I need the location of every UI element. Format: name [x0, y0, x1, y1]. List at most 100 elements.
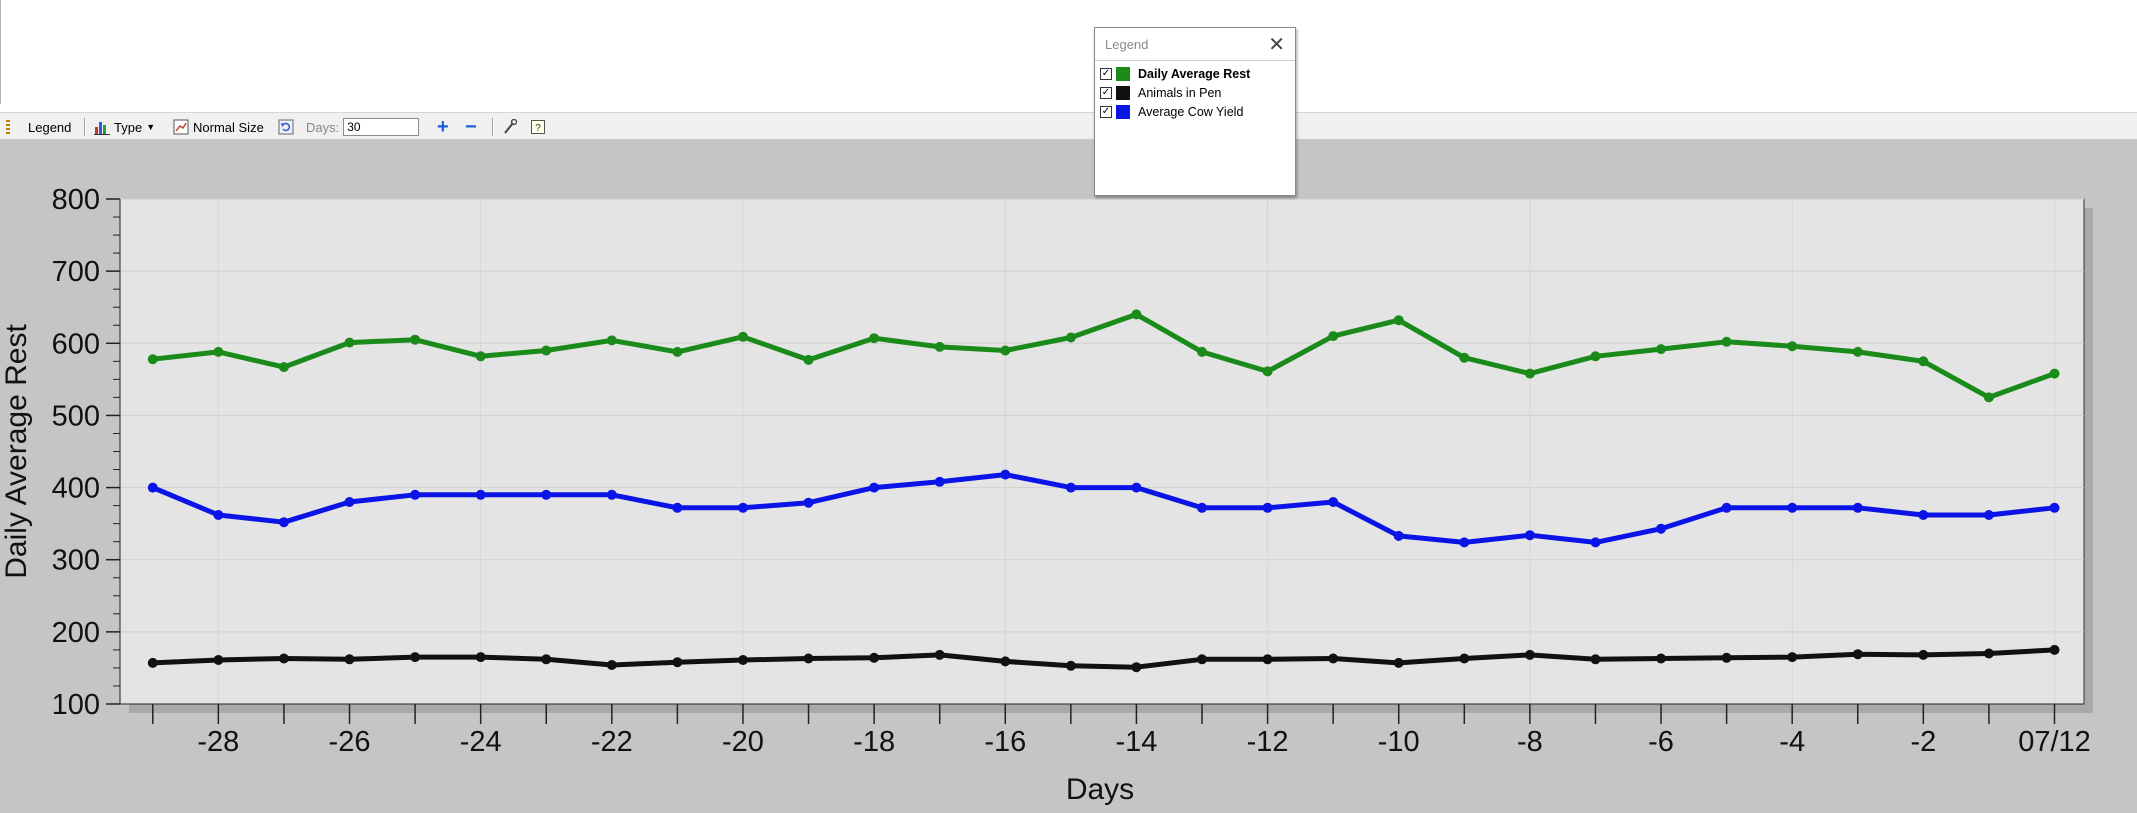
data-point-average-cow-yield: [1787, 502, 1798, 513]
data-point-average-cow-yield: [278, 517, 289, 528]
legend-checkbox[interactable]: ✓: [1100, 67, 1112, 80]
data-point-animals-in-pen: [1459, 653, 1470, 664]
data-point-animals-in-pen: [1918, 649, 1929, 660]
legend-item-daily-average-rest[interactable]: ✓ Daily Average Rest: [1095, 64, 1295, 83]
series-average-cow-yield: [147, 469, 2060, 548]
data-point-average-cow-yield: [1590, 537, 1601, 548]
data-point-average-cow-yield: [1459, 537, 1470, 548]
data-point-animals-in-pen: [1197, 654, 1207, 665]
grip-icon: [6, 120, 10, 134]
data-point-average-cow-yield: [1328, 497, 1339, 507]
legend-item-animals-in-pen[interactable]: ✓ Animals in Pen: [1095, 83, 1295, 102]
chart-toolbar: Legend Type ▼ Normal Size Days: + − ?: [0, 112, 2137, 140]
data-point-daily-average-rest: [1983, 392, 1994, 403]
tools-icon: [502, 119, 518, 135]
data-point-daily-average-rest: [1262, 366, 1273, 377]
line-chart: 100 200 300 400 500 600 700 800 -28 -26 -24 -22 -20 -…: [0, 184, 2093, 806]
data-point-animals-in-pen: [278, 653, 289, 664]
y-axis-title: Daily Average Rest: [0, 324, 33, 579]
data-point-animals-in-pen: [147, 657, 158, 668]
y-tick-label: 600: [52, 328, 100, 360]
data-point-animals-in-pen: [606, 660, 617, 670]
y-tick-label: 700: [52, 256, 100, 288]
data-point-average-cow-yield: [1262, 502, 1273, 513]
data-point-animals-in-pen: [738, 655, 748, 665]
data-point-animals-in-pen: [869, 652, 880, 663]
y-tick-label: 100: [52, 689, 100, 721]
data-point-daily-average-rest: [1197, 346, 1207, 357]
legend-checkbox[interactable]: ✓: [1100, 86, 1112, 99]
x-tick-label: -8: [1517, 726, 1543, 758]
x-tick-label: -16: [984, 726, 1026, 758]
data-point-daily-average-rest: [1524, 368, 1535, 379]
data-point-daily-average-rest: [803, 354, 814, 365]
data-point-animals-in-pen: [1983, 648, 1994, 659]
data-point-daily-average-rest: [1721, 336, 1732, 347]
data-point-animals-in-pen: [672, 657, 683, 668]
data-point-average-cow-yield: [1918, 510, 1929, 520]
settings-button[interactable]: [502, 113, 518, 141]
data-point-daily-average-rest: [1590, 351, 1601, 362]
legend-button-label: Legend: [28, 119, 72, 135]
help-button[interactable]: ?: [530, 113, 546, 141]
refresh-icon: [278, 119, 294, 135]
data-point-average-cow-yield: [1721, 502, 1732, 513]
x-tick-label: -22: [591, 726, 633, 758]
days-control: Days:: [306, 113, 420, 141]
y-tick-label: 500: [52, 400, 100, 432]
data-point-daily-average-rest: [1918, 356, 1929, 367]
data-point-average-cow-yield: [1852, 502, 1863, 513]
legend-label: Average Cow Yield: [1138, 104, 1244, 119]
legend-swatch: [1116, 104, 1130, 119]
data-point-daily-average-rest: [410, 334, 421, 345]
x-tick-label: 07/12: [2018, 726, 2091, 758]
data-point-daily-average-rest: [344, 337, 355, 348]
data-point-animals-in-pen: [1590, 654, 1601, 665]
x-tick-label: -24: [460, 726, 502, 758]
data-point-animals-in-pen: [1852, 649, 1863, 660]
data-point-daily-average-rest: [1459, 352, 1470, 363]
close-icon[interactable]: ✕: [1268, 34, 1285, 56]
data-point-average-cow-yield: [344, 497, 355, 507]
days-label: Days:: [306, 119, 340, 135]
plot-background: [119, 198, 2085, 705]
data-point-average-cow-yield: [1656, 523, 1666, 534]
data-point-daily-average-rest: [1000, 345, 1011, 356]
x-tick-label: -2: [1910, 726, 1936, 758]
decrease-days-button[interactable]: −: [465, 113, 477, 141]
data-point-daily-average-rest: [541, 345, 552, 356]
x-axis-title: Days: [1066, 773, 1134, 806]
data-point-daily-average-rest: [1393, 315, 1404, 326]
data-point-average-cow-yield: [147, 482, 158, 493]
legend-checkbox[interactable]: ✓: [1100, 105, 1112, 118]
data-point-daily-average-rest: [606, 335, 617, 346]
data-point-daily-average-rest: [1065, 332, 1076, 343]
data-point-average-cow-yield: [672, 502, 683, 513]
data-point-daily-average-rest: [1131, 309, 1142, 320]
legend-window[interactable]: Legend ✕ ✓ Daily Average Rest ✓ Animals …: [1094, 27, 1296, 196]
data-point-daily-average-rest: [672, 346, 683, 357]
refresh-button[interactable]: [278, 113, 294, 141]
data-point-average-cow-yield: [1393, 530, 1404, 541]
x-tick-label: -28: [197, 726, 239, 758]
data-point-animals-in-pen: [1000, 656, 1011, 667]
legend-item-average-cow-yield[interactable]: ✓ Average Cow Yield: [1095, 102, 1295, 121]
days-input[interactable]: [343, 118, 420, 136]
y-tick-label: 400: [52, 473, 100, 505]
data-point-average-cow-yield: [1065, 482, 1076, 493]
data-point-daily-average-rest: [213, 346, 224, 357]
data-point-daily-average-rest: [869, 333, 880, 344]
x-tick-label: -10: [1378, 726, 1420, 758]
data-point-animals-in-pen: [1656, 653, 1666, 664]
bar-chart-icon: [94, 119, 110, 135]
data-point-average-cow-yield: [934, 476, 945, 487]
window-top-area: [0, 0, 2137, 104]
normal-size-button[interactable]: Normal Size: [173, 113, 264, 141]
increase-days-button[interactable]: +: [437, 113, 449, 141]
toolbar-grip[interactable]: [6, 113, 10, 141]
chart-type-button[interactable]: Type ▼: [94, 113, 155, 141]
legend-label: Animals in Pen: [1138, 85, 1222, 100]
legend-titlebar[interactable]: Legend ✕: [1095, 28, 1295, 61]
data-point-animals-in-pen: [410, 652, 421, 663]
legend-button[interactable]: Legend: [28, 113, 71, 141]
